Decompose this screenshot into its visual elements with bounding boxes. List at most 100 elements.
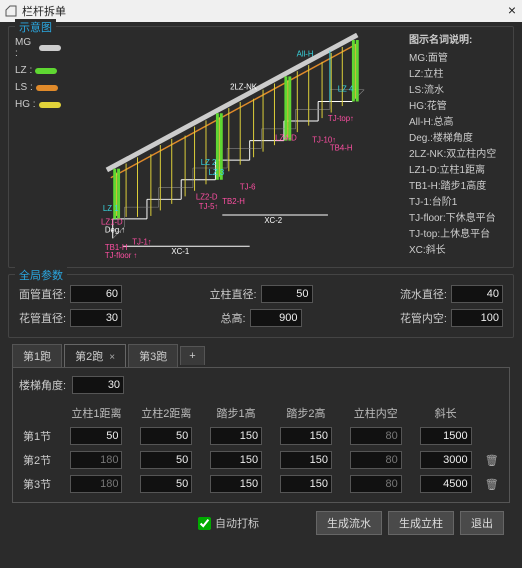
swatch-mg xyxy=(39,45,61,51)
stair-diagram: XC-1XC-2Deg.↑LZ 1LZ1-DTB1-HTJ-floor ↑TJ-… xyxy=(67,33,403,258)
svg-text:TJ-6: TJ-6 xyxy=(240,183,256,192)
cell-input[interactable] xyxy=(280,475,332,493)
input-lz-d[interactable] xyxy=(261,285,313,303)
cell-input[interactable] xyxy=(140,427,192,445)
label-all-h: 总高: xyxy=(220,310,245,326)
svg-text:LZ 1: LZ 1 xyxy=(103,204,119,213)
auto-mark-checkbox[interactable]: 自动打标 xyxy=(198,515,259,531)
titlebar: 栏杆拆单 × xyxy=(0,0,522,22)
term-item: TB1-H:踏步1高度 xyxy=(409,179,507,195)
svg-text:All-H: All-H xyxy=(297,49,314,58)
input-mg-d[interactable] xyxy=(70,285,122,303)
svg-text:Deg.↑: Deg.↑ xyxy=(105,226,125,235)
cell-input[interactable] xyxy=(350,451,402,469)
tab-run-2[interactable]: 第2跑× xyxy=(64,344,126,367)
input-all-h[interactable] xyxy=(250,309,302,327)
svg-text:LZ 3: LZ 3 xyxy=(209,168,225,177)
delete-row-icon[interactable]: 🗑 xyxy=(485,455,499,467)
svg-text:XC-1: XC-1 xyxy=(171,247,189,256)
cell-input[interactable] xyxy=(140,475,192,493)
term-item: TJ-top:上休息平台 xyxy=(409,227,507,243)
label-angle: 楼梯角度: xyxy=(19,377,66,393)
window-title: 栏杆拆单 xyxy=(22,3,66,19)
cell-input[interactable] xyxy=(280,451,332,469)
svg-text:TJ-floor ↑: TJ-floor ↑ xyxy=(105,251,138,258)
footer: 自动打标 生成流水 生成立柱 退出 xyxy=(8,503,514,539)
terms-title: 图示名词说明: xyxy=(409,33,507,49)
svg-text:TJ-1↑: TJ-1↑ xyxy=(132,237,152,246)
btn-gen-ls[interactable]: 生成流水 xyxy=(316,511,382,535)
term-item: LZ1-D:立柱1距离 xyxy=(409,163,507,179)
run-tab-body: 楼梯角度: 立柱1距离立柱2距离踏步1高踏步2高立柱内空斜长 第1节第2节🗑第3… xyxy=(12,367,510,503)
term-item: TJ-1:台阶1 xyxy=(409,195,507,211)
svg-text:TB4-H: TB4-H xyxy=(330,143,353,152)
row-label: 第3节 xyxy=(19,472,62,496)
term-item: Deg.:楼梯角度 xyxy=(409,131,507,147)
term-item: MG:面管 xyxy=(409,51,507,67)
tab-run-1[interactable]: 第1跑 xyxy=(12,344,62,367)
input-ls-d[interactable] xyxy=(451,285,503,303)
legend-key-hg: HG : xyxy=(15,99,36,110)
term-item: HG:花管 xyxy=(409,99,507,115)
label-hg-d: 花管直径: xyxy=(19,310,66,326)
row-label: 第1节 xyxy=(19,424,62,448)
svg-text:LZ4-D: LZ4-D xyxy=(275,134,297,143)
cell-input[interactable] xyxy=(210,451,262,469)
term-item: 2LZ-NK:双立柱内空 xyxy=(409,147,507,163)
col-header: 踏步1高 xyxy=(201,402,271,424)
svg-text:LZ 2: LZ 2 xyxy=(201,158,217,167)
auto-mark-input[interactable] xyxy=(198,517,211,530)
tab-close-icon[interactable]: × xyxy=(109,352,115,363)
swatch-lz xyxy=(35,68,57,74)
delete-row-icon[interactable]: 🗑 xyxy=(485,479,499,491)
term-item: LS:流水 xyxy=(409,83,507,99)
col-header: 立柱内空 xyxy=(341,402,411,424)
cell-input[interactable] xyxy=(70,475,122,493)
term-item: TJ-floor:下休息平台 xyxy=(409,211,507,227)
svg-text:LZ1-D: LZ1-D xyxy=(101,218,123,227)
cell-input[interactable] xyxy=(140,451,192,469)
term-item: All-H:总高 xyxy=(409,115,507,131)
input-hg-nk[interactable] xyxy=(451,309,503,327)
term-item: LZ:立柱 xyxy=(409,67,507,83)
row-label: 第2节 xyxy=(19,448,62,472)
cell-input[interactable] xyxy=(350,427,402,445)
swatch-hg xyxy=(39,102,61,108)
cell-input[interactable] xyxy=(280,427,332,445)
svg-text:LZ2-D: LZ2-D xyxy=(196,192,218,201)
col-header: 立柱1距离 xyxy=(62,402,132,424)
btn-gen-lz[interactable]: 生成立柱 xyxy=(388,511,454,535)
svg-text:2LZ-NK: 2LZ-NK xyxy=(230,83,258,92)
table-row: 第1节 xyxy=(19,424,503,448)
label-mg-d: 面管直径: xyxy=(19,286,66,302)
cell-input[interactable] xyxy=(420,451,472,469)
cell-input[interactable] xyxy=(350,475,402,493)
table-row: 第2节 🗑 xyxy=(19,448,503,472)
col-header: 踏步2高 xyxy=(271,402,341,424)
svg-text:TJ-top↑: TJ-top↑ xyxy=(328,114,354,123)
svg-text:TJ-5↑: TJ-5↑ xyxy=(199,202,219,211)
terms-panel: 图示名词说明: MG:面管LZ:立柱LS:流水HG:花管All-H:总高Deg.… xyxy=(409,33,507,259)
cell-input[interactable] xyxy=(70,451,122,469)
tab-run-3[interactable]: 第3跑 xyxy=(128,344,178,367)
section-table: 立柱1距离立柱2距离踏步1高踏步2高立柱内空斜长 第1节第2节🗑第3节🗑 xyxy=(19,402,503,496)
svg-text:XC-2: XC-2 xyxy=(264,216,282,225)
cell-input[interactable] xyxy=(70,427,122,445)
col-header: 斜长 xyxy=(411,402,481,424)
tab-add[interactable]: + xyxy=(180,346,204,365)
btn-exit[interactable]: 退出 xyxy=(460,511,504,535)
app-icon xyxy=(4,4,18,18)
close-icon[interactable]: × xyxy=(508,2,516,18)
input-angle[interactable] xyxy=(72,376,124,394)
diagram-legend: 示意图 xyxy=(15,19,56,35)
input-hg-d[interactable] xyxy=(70,309,122,327)
cell-input[interactable] xyxy=(420,427,472,445)
global-params-fieldset: 全局参数 面管直径: 立柱直径: 流水直径: 花管直径: 总高: 花管内空: xyxy=(8,274,514,338)
swatch-ls xyxy=(36,85,58,91)
global-legend: 全局参数 xyxy=(15,267,67,283)
cell-input[interactable] xyxy=(210,475,262,493)
cell-input[interactable] xyxy=(210,427,262,445)
svg-text:LZ 4: LZ 4 xyxy=(338,85,354,94)
cell-input[interactable] xyxy=(420,475,472,493)
run-tabs: 第1跑第2跑×第3跑+ xyxy=(8,344,514,367)
